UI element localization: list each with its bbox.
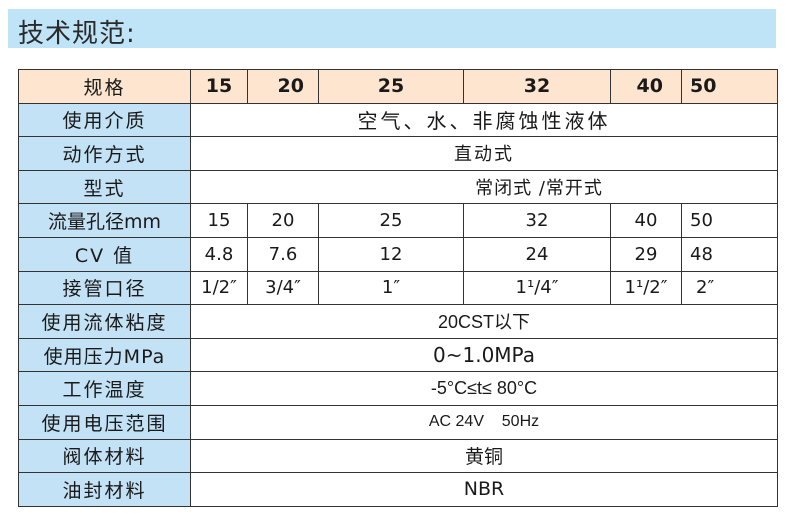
cell: 29 — [610, 236, 682, 272]
row-value: 直动式 — [190, 136, 778, 171]
cell: 48 — [681, 236, 778, 272]
size-cell: 40 — [610, 69, 682, 104]
table-row: 动作方式 直动式 — [18, 136, 778, 171]
cell: 12 — [318, 236, 464, 272]
row-label: 阀体材料 — [18, 438, 191, 474]
row-label: 使用压力MPa — [18, 337, 191, 373]
size-cell: 25 — [318, 69, 464, 104]
row-value: 20CST以下 — [190, 304, 778, 339]
cell: 24 — [463, 236, 611, 272]
cell: 7.6 — [247, 236, 319, 272]
cell: 50 — [681, 203, 778, 238]
table-row: 使用介质 空气、水、非腐蚀性液体 — [18, 102, 778, 138]
table-row: 流量孔径mm 15 20 25 32 40 50 — [18, 203, 778, 238]
row-value: 常闭式 /常开式 — [190, 169, 778, 205]
row-value: -5°C≤t≤ 80°C — [190, 371, 778, 406]
row-label: 工作温度 — [18, 371, 191, 406]
cell: 15 — [190, 203, 248, 238]
size-cell: 20 — [247, 69, 319, 104]
row-label: 使用电压范围 — [18, 404, 191, 440]
row-label: 使用流体粘度 — [18, 304, 191, 339]
row-label: 型式 — [18, 169, 191, 205]
row-value: 0~1.0MPa — [190, 337, 778, 373]
section-title-bar: 技术规范: — [8, 9, 776, 49]
table-row: 型式 常闭式 /常开式 — [18, 169, 778, 205]
cell: 1¹/2″ — [610, 270, 682, 306]
cell: 40 — [610, 203, 682, 238]
cell: 1¹/4″ — [463, 270, 611, 306]
table-row: 接管口径 1/2″ 3/4″ 1″ 1¹/4″ 1¹/2″ 2″ — [18, 270, 778, 306]
table-row: 阀体材料 黄铜 — [18, 438, 778, 474]
row-label: 使用介质 — [18, 102, 191, 138]
size-cell: 32 — [463, 69, 611, 104]
table-header-row: 规格 15 20 25 32 40 50 — [18, 69, 778, 104]
row-label: 油封材料 — [18, 472, 191, 507]
row-label: 接管口径 — [18, 270, 191, 306]
cell: 20 — [247, 203, 319, 238]
section-title: 技术规范: — [18, 19, 136, 49]
row-value: 空气、水、非腐蚀性液体 — [190, 102, 778, 138]
header-label: 规格 — [18, 69, 191, 104]
table-row: 使用流体粘度 20CST以下 — [18, 304, 778, 339]
table-row: 工作温度 -5°C≤t≤ 80°C — [18, 371, 778, 406]
row-label: 动作方式 — [18, 136, 191, 171]
spec-table: 规格 15 20 25 32 40 50 使用介质 空气、水、非腐蚀性液体 动作方… — [18, 69, 778, 507]
cell: 1/2″ — [190, 270, 248, 306]
row-value: NBR — [190, 472, 778, 507]
row-label: 流量孔径mm — [18, 203, 191, 238]
cell: 1″ — [318, 270, 464, 306]
cell: 32 — [463, 203, 611, 238]
size-cell: 50 — [681, 69, 778, 104]
row-value: AC 24V 50Hz — [190, 404, 778, 440]
table-row: 使用压力MPa 0~1.0MPa — [18, 337, 778, 373]
cell: 2″ — [681, 270, 778, 306]
cell: 25 — [318, 203, 464, 238]
size-cell: 15 — [190, 69, 248, 104]
row-value: 黄铜 — [190, 438, 778, 474]
table-row: 油封材料 NBR — [18, 472, 778, 507]
table-row: 使用电压范围 AC 24V 50Hz — [18, 404, 778, 440]
cell: 4.8 — [190, 236, 248, 272]
cell: 3/4″ — [247, 270, 319, 306]
row-label: CV 值 — [18, 236, 191, 272]
table-row: CV 值 4.8 7.6 12 24 29 48 — [18, 236, 778, 272]
